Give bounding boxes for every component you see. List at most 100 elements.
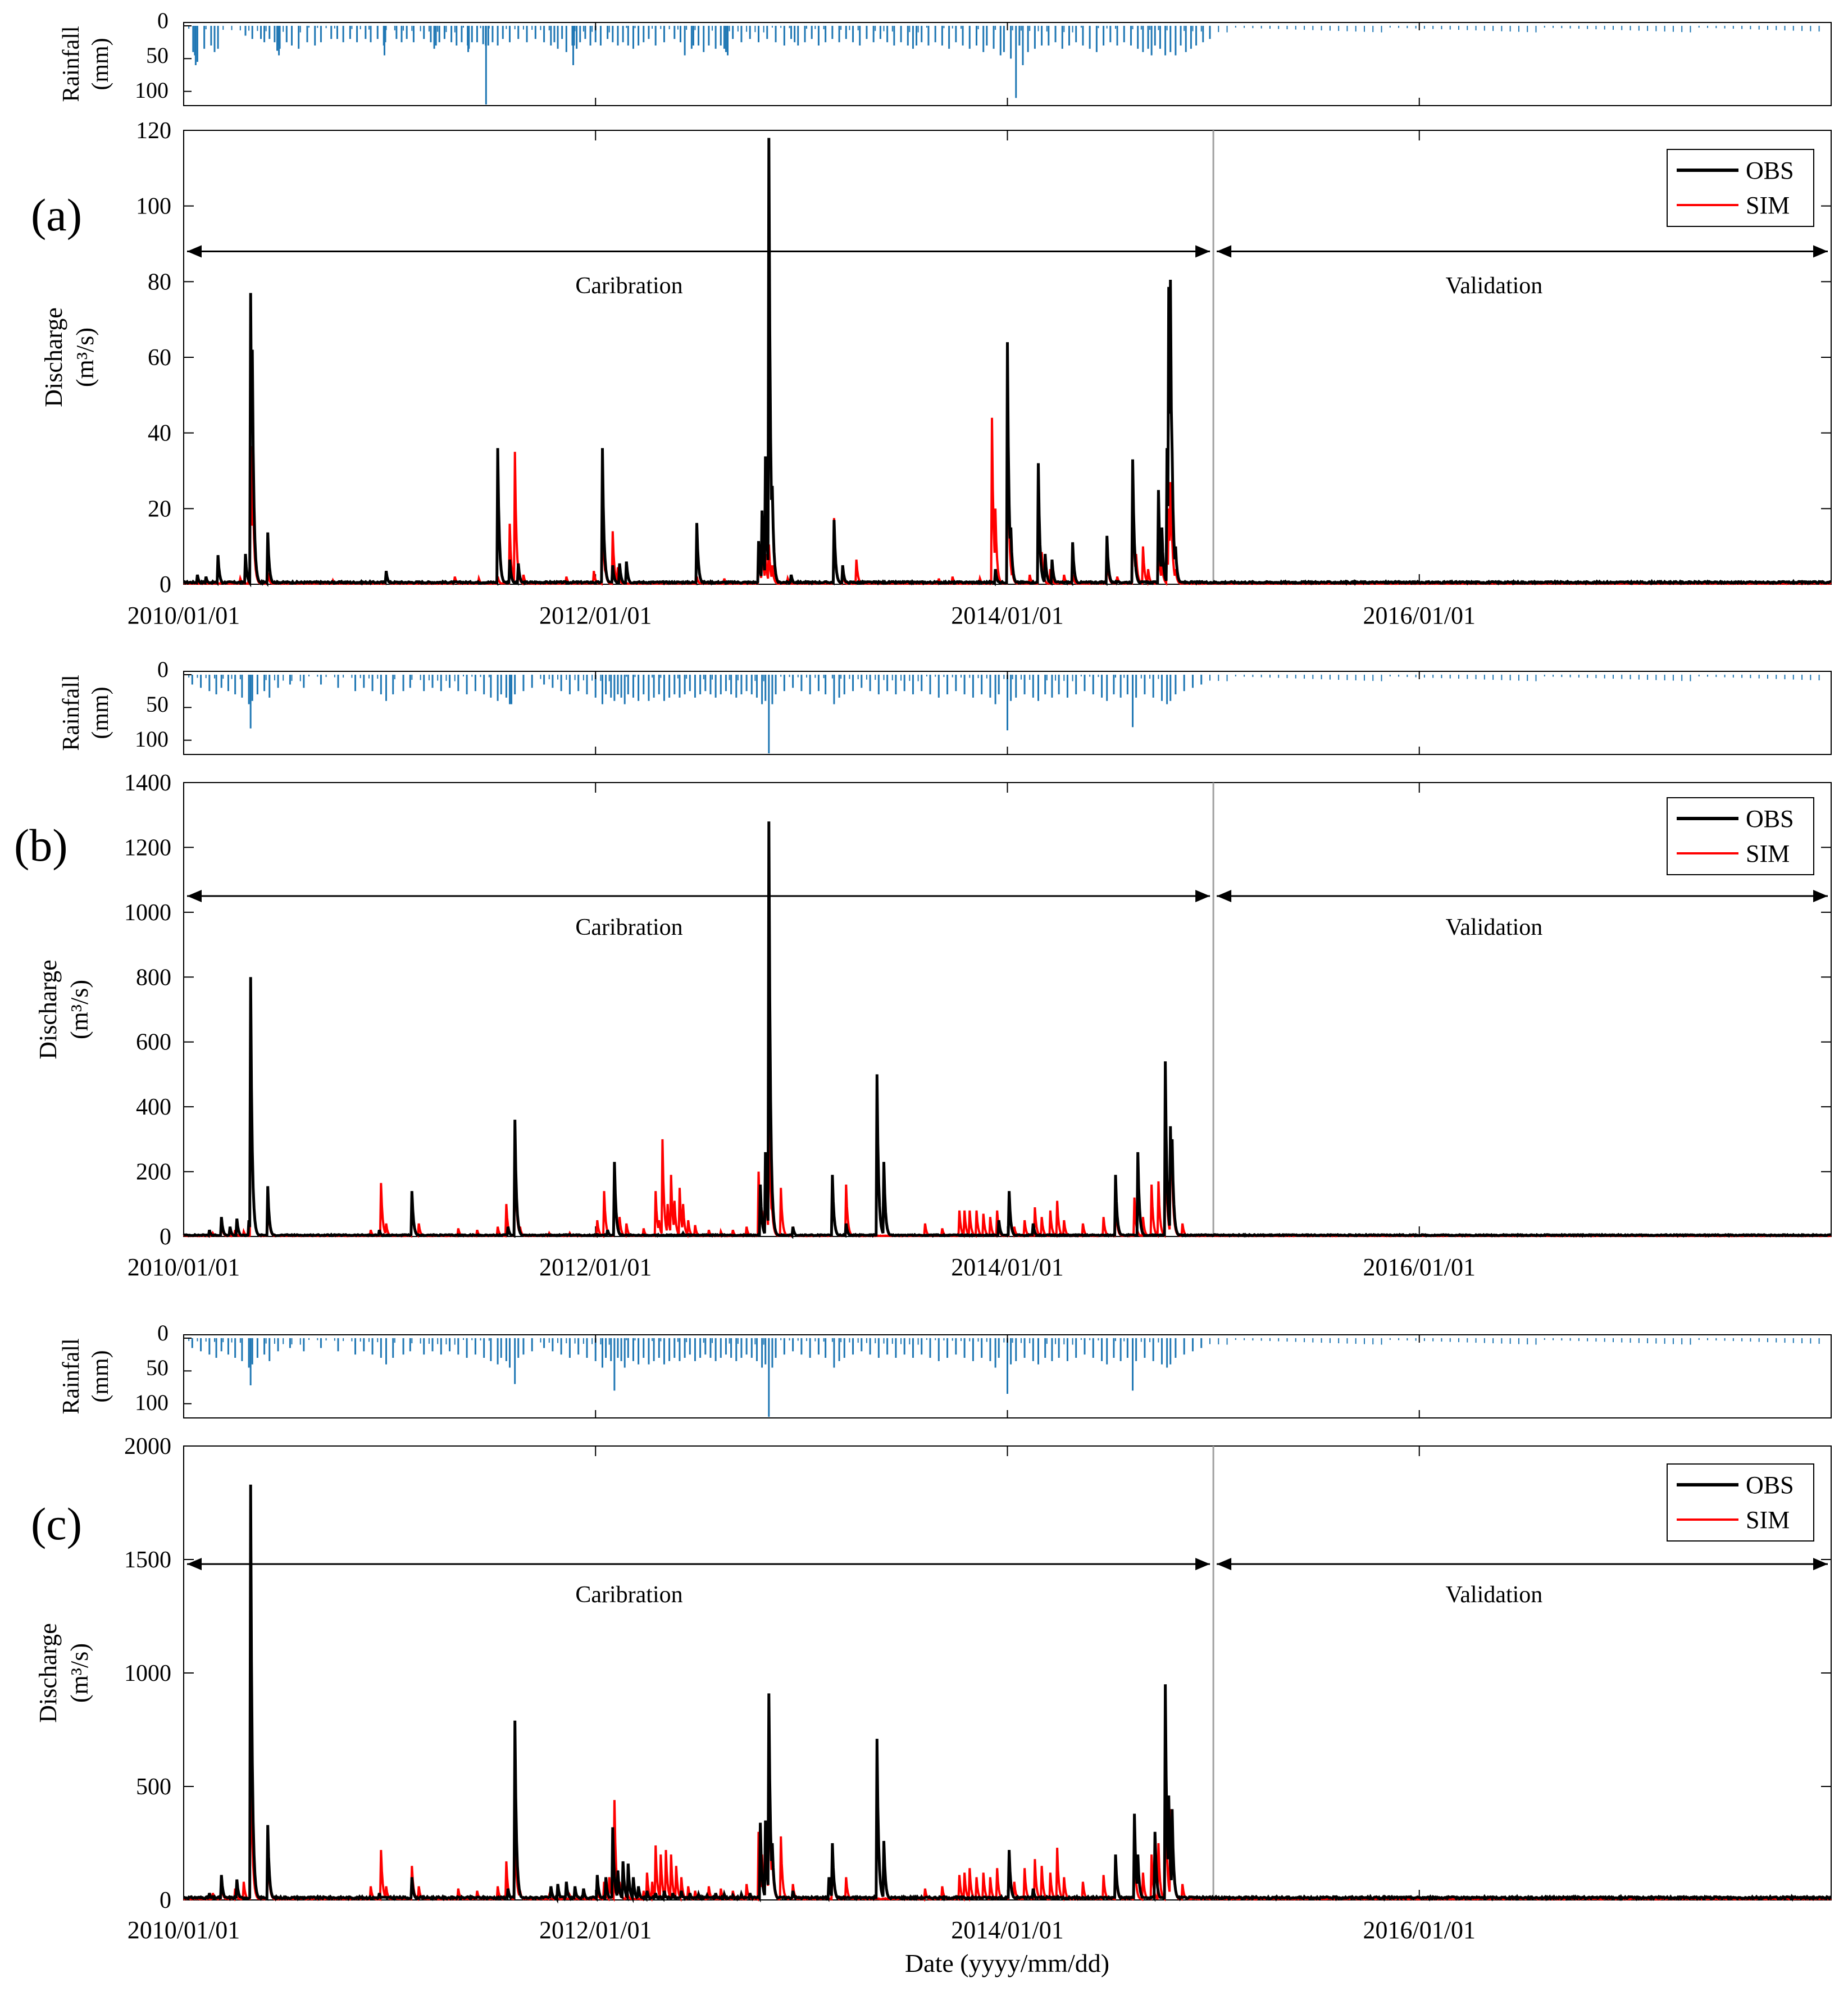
rain-ylabel-a-2: (mm) — [88, 38, 113, 90]
rain-panel-c: 0 50 100 Rainfall (mm) — [58, 1320, 1832, 1418]
y-tick-label: 1500 — [124, 1547, 171, 1573]
xgrid-c — [183, 1335, 1420, 1900]
y-tick-label: 80 — [148, 269, 171, 295]
legend-sim-label-a: SIM — [1746, 192, 1790, 219]
y-tick-label: 200 — [136, 1160, 171, 1185]
xticks-b: 2010/01/01 2012/01/01 2014/01/01 2016/01/01 — [128, 1253, 1476, 1281]
rain-tick-a-0: 0 — [157, 8, 169, 33]
x-tick-label: 2010/01/01 — [128, 1253, 240, 1281]
x-tick-label: 2014/01/01 — [951, 602, 1063, 629]
arrow-head-right — [1813, 245, 1828, 258]
x-tick-label: 2010/01/01 — [128, 1916, 240, 1944]
obs-line-b — [183, 821, 1832, 1239]
discharge-ylabel-c-2: (m³/s) — [66, 1643, 93, 1703]
arrow-head-right — [1813, 890, 1828, 902]
y-tick-label: 1000 — [124, 900, 171, 926]
rain-tick-b-50: 50 — [146, 692, 169, 717]
legend-sim-label-b: SIM — [1746, 840, 1790, 867]
discharge-frame-c — [183, 1445, 1832, 1900]
arrow-head-left — [187, 245, 202, 258]
legend-obs-label-b: OBS — [1746, 805, 1794, 833]
legend-box-c — [1667, 1463, 1814, 1542]
period-arrows-b — [187, 890, 1828, 902]
calibration-label-a: Caribration — [575, 273, 682, 299]
x-tick-label: 2016/01/01 — [1363, 602, 1476, 629]
legend-sim-label-c: SIM — [1746, 1506, 1790, 1534]
arrow-head-right — [1195, 890, 1210, 902]
xgrid-b — [183, 671, 1420, 1236]
y-tick-label: 600 — [136, 1030, 171, 1056]
rain-tick-a-100: 100 — [135, 78, 169, 103]
rain-tick-c-100: 100 — [135, 1390, 169, 1415]
arrow-head-left — [187, 1558, 202, 1571]
y-tick-label: 120 — [136, 118, 171, 144]
rain-ylabel-b-2: (mm) — [88, 686, 113, 739]
x-axis-label: Date (yyyy/mm/dd) — [905, 1949, 1109, 1977]
xticks-c: 2010/01/01 2012/01/01 2014/01/01 2016/01/01 — [128, 1916, 1476, 1944]
discharge-panel-b: 0 200 400 600 800 1000 1200 1400 2010/01/01 2012… — [14, 671, 1832, 1281]
panel-b: 0 50 100 Rainfall (mm) 0 200 400 600 800 1000… — [14, 657, 1832, 1281]
rain-panel-a: 0 50 100 Rainfall (mm) — [58, 8, 1832, 106]
yticks-b: 0 200 400 600 800 1000 1200 1400 — [124, 770, 1831, 1250]
rain-ylabel-c-2: (mm) — [88, 1350, 113, 1402]
discharge-ylabel-c-1: Discharge — [34, 1623, 62, 1723]
xgrid-a — [183, 22, 1420, 584]
arrow-head-left — [1217, 890, 1232, 902]
x-tick-label: 2016/01/01 — [1363, 1916, 1476, 1944]
panel-a: 0 50 100 Rainfall (mm) 0 20 40 60 80 100 120 2… — [31, 8, 1832, 629]
legend-b: OBS SIM — [1667, 797, 1814, 875]
x-tick-label: 2014/01/01 — [951, 1253, 1063, 1281]
x-tick-label: 2012/01/01 — [539, 602, 652, 629]
panel-c: 0 50 100 Rainfall (mm) 0500100015002000 … — [31, 1320, 1832, 1977]
y-tick-label: 400 — [136, 1094, 171, 1120]
yticks-a: 0 20 40 60 80 100 120 — [136, 118, 1831, 598]
arrow-head-right — [1813, 1558, 1828, 1571]
y-tick-label: 20 — [148, 496, 171, 522]
rain-ylabel-a-1: Rainfall — [58, 26, 84, 102]
discharge-ylabel-b-2: (m³/s) — [66, 980, 93, 1039]
arrow-head-left — [1217, 1558, 1232, 1571]
rain-bars-b — [184, 674, 1820, 753]
rain-tick-b-100: 100 — [135, 726, 169, 752]
y-tick-label: 2000 — [124, 1434, 171, 1460]
obs-line-c — [183, 1484, 1832, 1904]
period-arrows-c — [187, 1558, 1828, 1571]
arrow-head-right — [1195, 1558, 1210, 1571]
rain-tick-b-0: 0 — [157, 657, 169, 682]
validation-label-c: Validation — [1446, 1582, 1543, 1608]
rain-ylabel-c-1: Rainfall — [58, 1338, 84, 1414]
rain-ylabel-b-1: Rainfall — [58, 675, 84, 751]
rain-bars-a — [184, 25, 1820, 104]
panel-label-c: (c) — [31, 1498, 82, 1549]
x-tick-label: 2010/01/01 — [128, 602, 240, 629]
legend-obs-label-a: OBS — [1746, 157, 1794, 184]
panel-label-a: (a) — [31, 189, 82, 240]
y-tick-label: 40 — [148, 421, 171, 447]
x-tick-label: 2012/01/01 — [539, 1916, 652, 1944]
discharge-panel-a: 0 20 40 60 80 100 120 2010/01/01 2012/01/01 2014… — [31, 22, 1832, 629]
x-tick-label: 2012/01/01 — [539, 1253, 652, 1281]
y-tick-label: 1000 — [124, 1661, 171, 1686]
rain-tick-c-50: 50 — [146, 1355, 169, 1380]
discharge-ylabel-a-1: Discharge — [40, 307, 67, 407]
validation-label-a: Validation — [1446, 273, 1543, 299]
rain-bars-c — [184, 1338, 1820, 1417]
y-tick-label: 60 — [148, 345, 171, 371]
y-tick-label: 100 — [136, 194, 171, 220]
y-tick-label: 800 — [136, 965, 171, 990]
arrow-head-left — [187, 890, 202, 902]
calibration-label-b: Caribration — [575, 915, 682, 940]
y-tick-label: 0 — [160, 1888, 171, 1913]
rain-panel-b: 0 50 100 Rainfall (mm) — [58, 657, 1832, 755]
y-tick-label: 500 — [136, 1774, 171, 1800]
discharge-ylabel-a-2: (m³/s) — [71, 328, 99, 387]
legend-a: OBS SIM — [1667, 149, 1814, 227]
x-tick-label: 2016/01/01 — [1363, 1253, 1476, 1281]
legend-obs-label-c: OBS — [1746, 1471, 1794, 1499]
arrow-head-right — [1195, 245, 1210, 258]
x-tick-label: 2014/01/01 — [951, 1916, 1063, 1944]
xticks-a: 2010/01/01 2012/01/01 2014/01/01 2016/01/01 — [128, 602, 1476, 629]
rain-tick-a-50: 50 — [146, 43, 169, 68]
